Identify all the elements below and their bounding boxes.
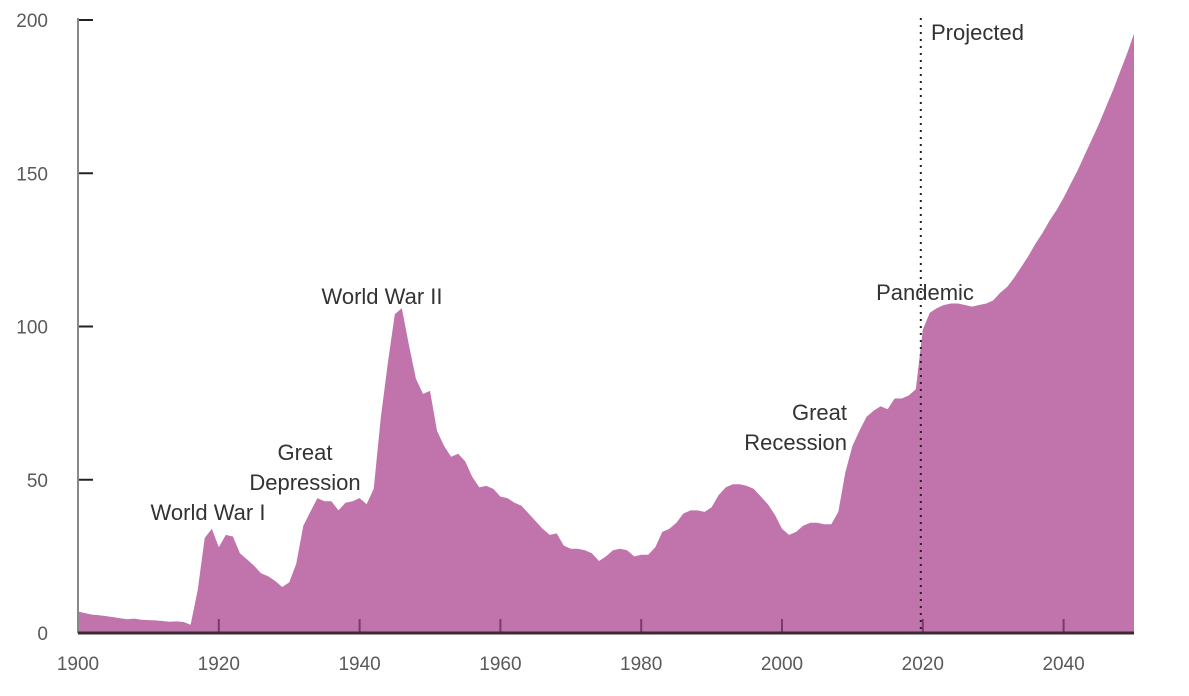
annotation-great-recession-line2: Recession [744,430,847,455]
annotation-pandemic: Pandemic [876,280,974,305]
y-axis-ticks: 0 50 100 150 200 [16,11,93,645]
annotation-projected: Projected [931,20,1024,45]
annotation-great-depression-line2: Depression [249,470,360,495]
x-tick-label: 1980 [620,654,662,675]
x-tick-label: 2020 [902,654,944,675]
y-tick-label: 0 [37,624,48,645]
x-tick-label: 1920 [198,654,240,675]
x-axis-ticks: 1900 1920 1940 1960 1980 2000 2020 2040 [57,619,1085,675]
x-tick-label: 1900 [57,654,99,675]
y-tick-label: 50 [27,471,48,492]
y-tick-label: 200 [16,11,48,32]
y-tick-label: 150 [16,164,48,185]
area-series [78,33,1134,634]
y-tick-label: 100 [16,318,48,339]
x-tick-label: 2040 [1042,654,1084,675]
x-tick-label: 1960 [479,654,521,675]
annotation-world-war-ii: World War II [321,284,442,309]
annotation-world-war-i: World War I [151,500,266,525]
x-tick-label: 2000 [761,654,803,675]
x-tick-label: 1940 [338,654,380,675]
annotation-great-recession-line1: Great [792,400,847,425]
annotation-great-depression-line1: Great [277,440,332,465]
